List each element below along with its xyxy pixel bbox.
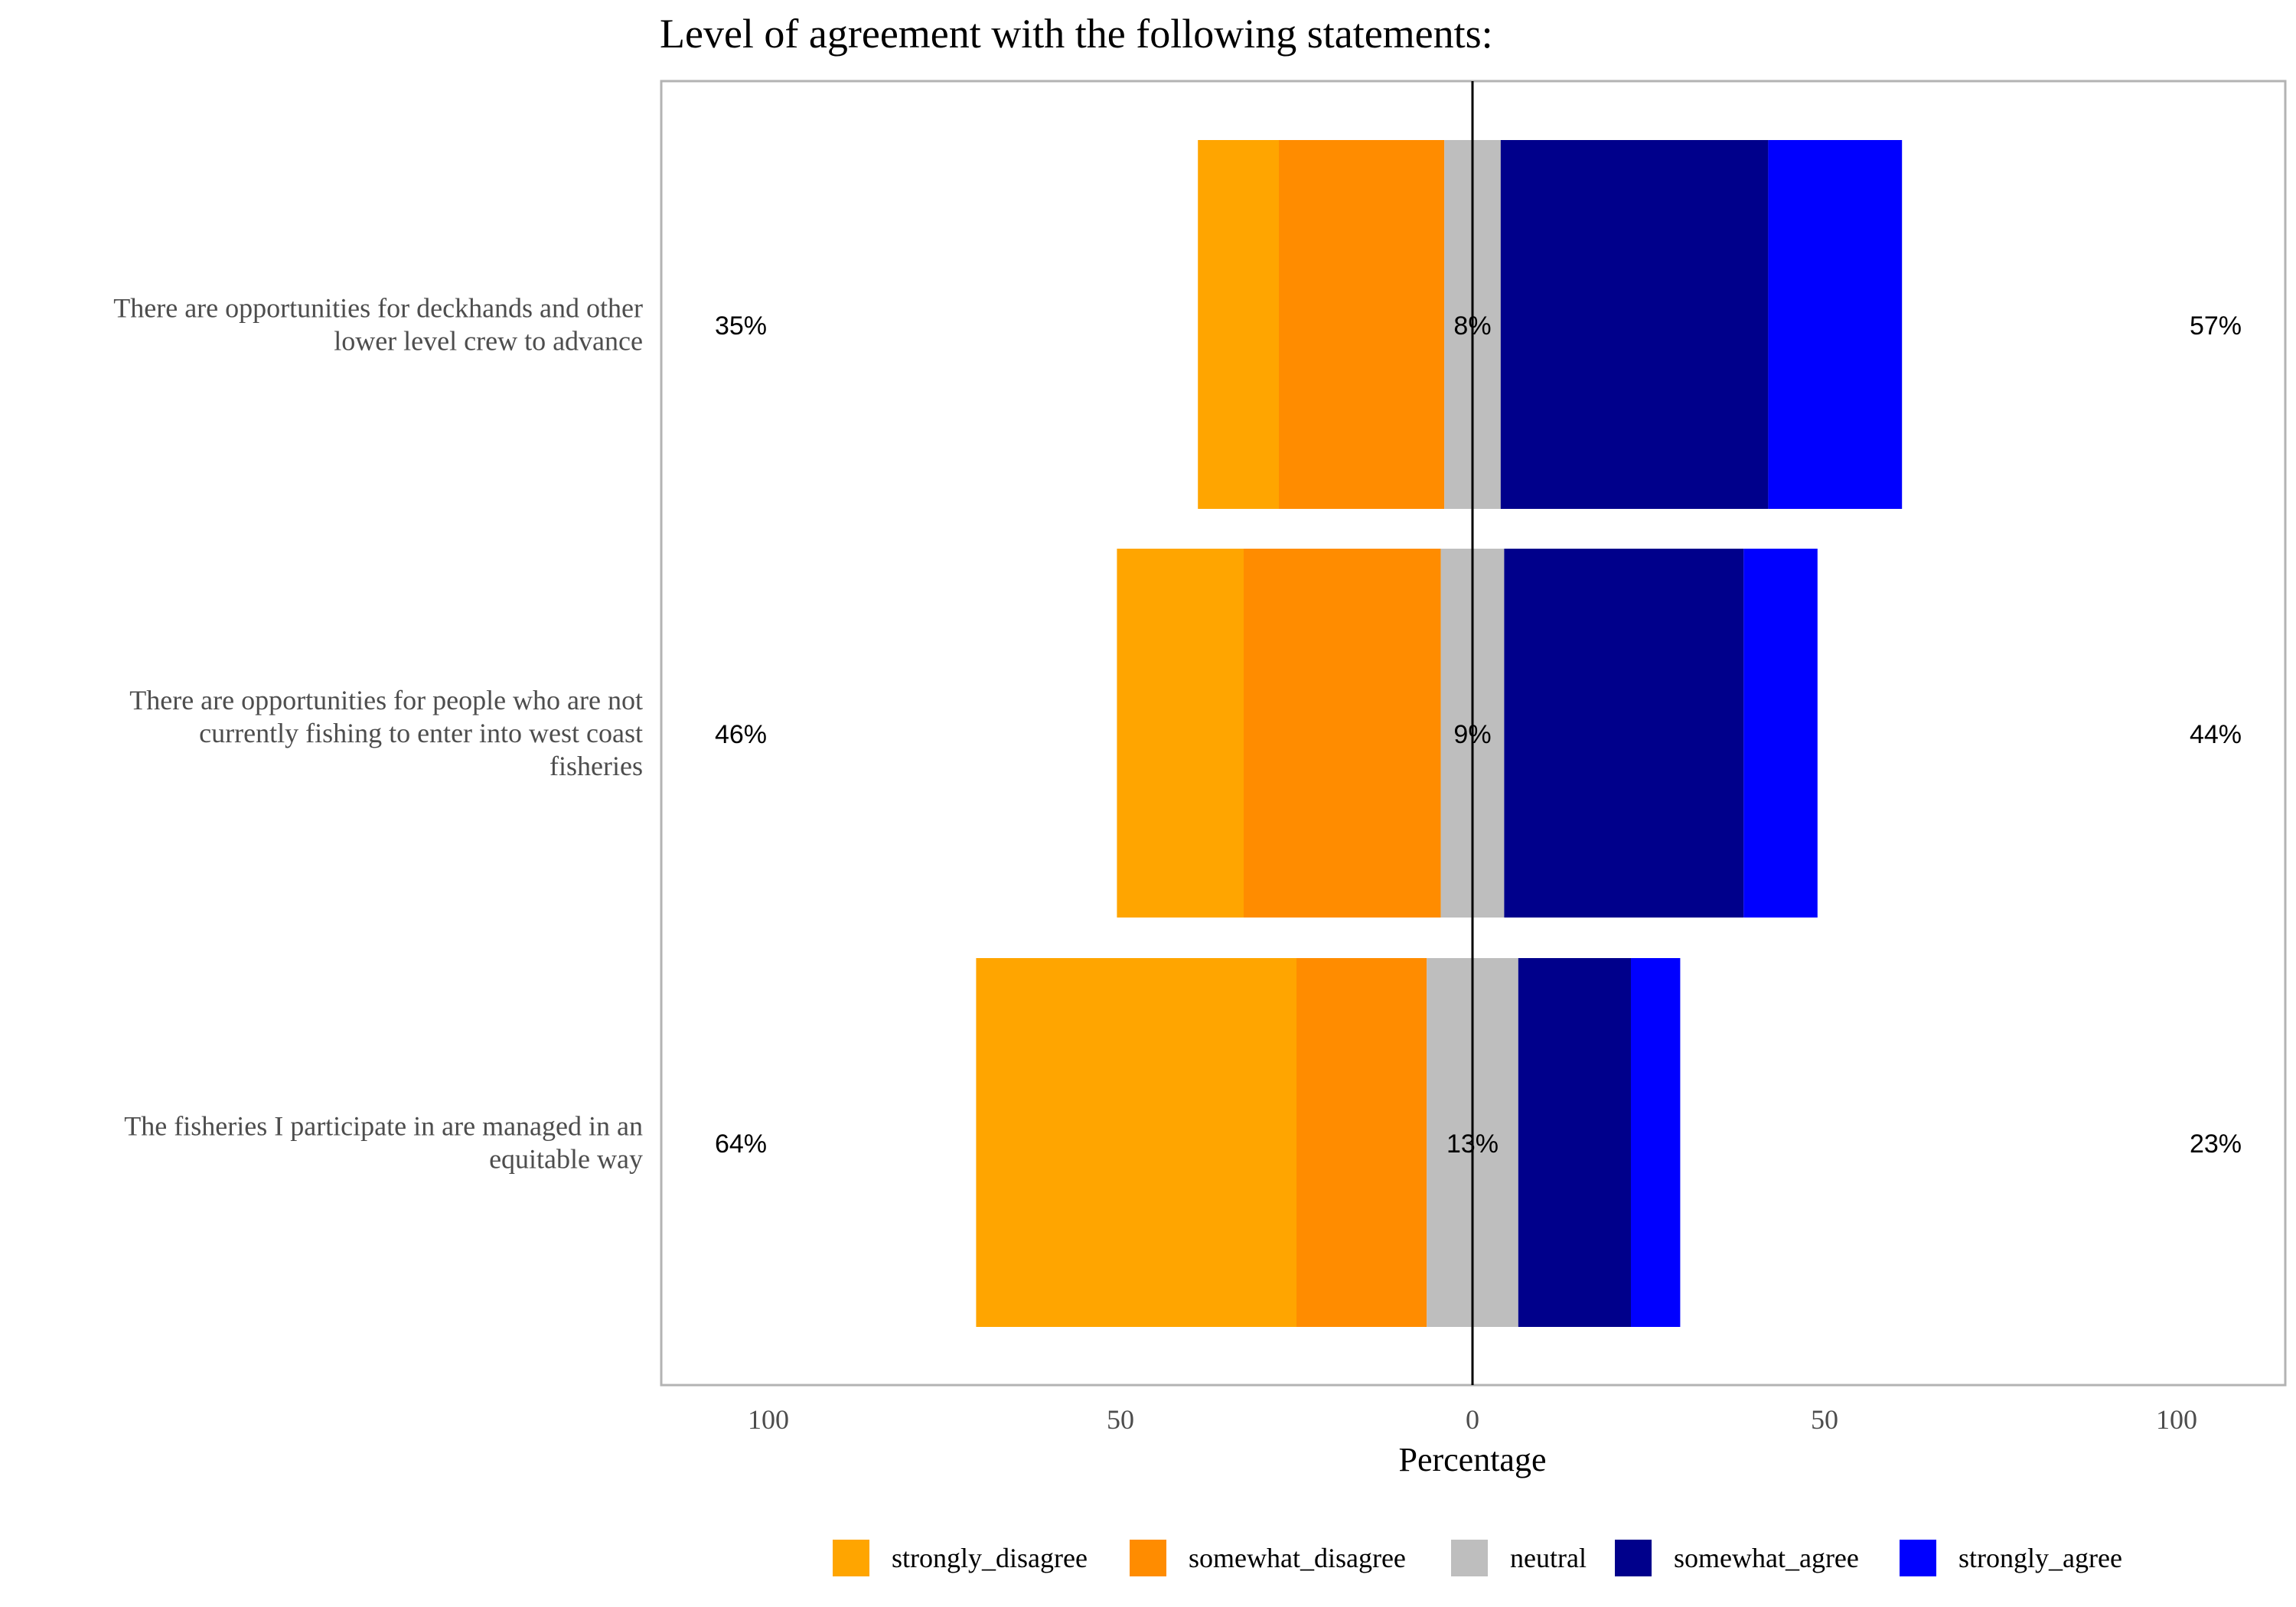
category-label-1: There are opportunities for deckhands an… bbox=[113, 293, 643, 357]
category-labels: There are opportunities for deckhands an… bbox=[113, 293, 643, 1175]
percentage-labels: 35% 8% 57% 46% 9% 44% 64% 13% 23% bbox=[715, 311, 2242, 1159]
x-axis-title: Percentage bbox=[1399, 1441, 1547, 1478]
bar-strongly-disagree-1 bbox=[1198, 140, 1279, 509]
legend-swatch-somewhat-disagree bbox=[1130, 1540, 1166, 1576]
bars-layer bbox=[976, 140, 1903, 1327]
disagree-percent-label-1: 35% bbox=[715, 311, 767, 341]
bar-strongly-agree-2 bbox=[1743, 549, 1818, 918]
bar-somewhat-agree-2 bbox=[1504, 549, 1744, 918]
disagree-percent-label-3: 64% bbox=[715, 1129, 767, 1159]
bar-somewhat-disagree-3 bbox=[1296, 958, 1427, 1327]
legend-label-strongly-agree: strongly_agree bbox=[1958, 1543, 2122, 1573]
bar-strongly-agree-3 bbox=[1631, 958, 1681, 1327]
legend-swatch-somewhat-agree bbox=[1615, 1540, 1652, 1576]
x-tick-label-4: 50 bbox=[1811, 1404, 1838, 1435]
bar-somewhat-disagree-2 bbox=[1244, 549, 1441, 918]
x-axis-ticks: 100 50 0 50 100 bbox=[748, 1404, 2197, 1435]
bar-strongly-agree-1 bbox=[1768, 140, 1903, 509]
x-tick-label-5: 100 bbox=[2156, 1404, 2197, 1435]
legend-swatch-strongly-agree bbox=[1900, 1540, 1936, 1576]
bar-somewhat-agree-1 bbox=[1500, 140, 1769, 509]
legend-swatch-neutral bbox=[1451, 1540, 1488, 1576]
x-tick-label-3: 0 bbox=[1466, 1404, 1479, 1435]
bar-somewhat-disagree-1 bbox=[1279, 140, 1445, 509]
neutral-percent-label-3: 13% bbox=[1446, 1129, 1499, 1159]
chart-title: Level of agreement with the following st… bbox=[660, 11, 1493, 57]
legend-label-somewhat-disagree: somewhat_disagree bbox=[1189, 1543, 1406, 1573]
x-tick-label-2: 50 bbox=[1107, 1404, 1134, 1435]
neutral-percent-label-1: 8% bbox=[1453, 311, 1491, 341]
agree-percent-label-2: 44% bbox=[2190, 720, 2242, 749]
category-label-2: There are opportunities for people who a… bbox=[129, 685, 643, 781]
disagree-percent-label-2: 46% bbox=[715, 720, 767, 749]
bar-strongly-disagree-3 bbox=[976, 958, 1296, 1327]
legend-label-somewhat-agree: somewhat_agree bbox=[1674, 1543, 1859, 1573]
legend-label-strongly-disagree: strongly_disagree bbox=[892, 1543, 1088, 1573]
legend: strongly_disagree somewhat_disagree neutra… bbox=[833, 1540, 2122, 1576]
bar-strongly-disagree-2 bbox=[1117, 549, 1244, 918]
x-tick-label-1: 100 bbox=[748, 1404, 789, 1435]
category-label-3: The fisheries I participate in are manag… bbox=[124, 1111, 643, 1175]
neutral-percent-label-2: 9% bbox=[1453, 720, 1491, 749]
legend-swatch-strongly-disagree bbox=[833, 1540, 869, 1576]
legend-label-neutral: neutral bbox=[1510, 1543, 1587, 1573]
agree-percent-label-3: 23% bbox=[2190, 1129, 2242, 1159]
agree-percent-label-1: 57% bbox=[2190, 311, 2242, 341]
bar-somewhat-agree-3 bbox=[1518, 958, 1631, 1327]
